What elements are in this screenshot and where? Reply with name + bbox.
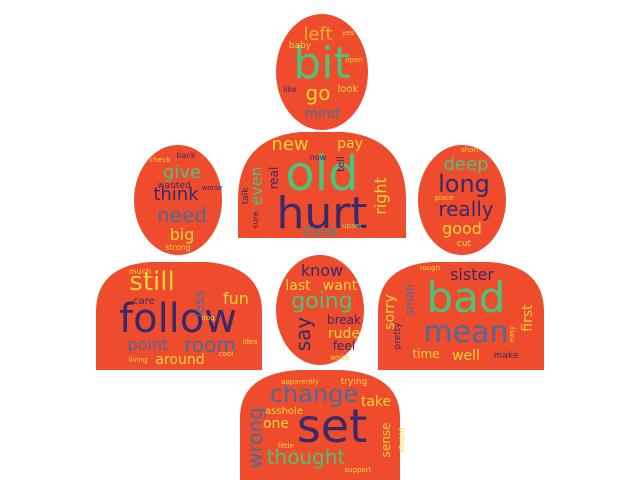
word: baby [289, 41, 312, 51]
word: feel [333, 339, 355, 353]
word: worse [202, 184, 223, 192]
word: break [327, 313, 361, 327]
word: idea [243, 338, 258, 346]
word: pretty [393, 322, 403, 350]
word: now [310, 153, 327, 162]
person-head-left [134, 145, 222, 255]
word: check [150, 156, 171, 164]
word: cut [457, 239, 472, 249]
person-head-center [276, 255, 364, 365]
word: friend [302, 225, 337, 239]
word: old [285, 146, 358, 202]
word: thought [267, 445, 346, 469]
word: small [403, 284, 417, 316]
word: support [345, 466, 372, 474]
word: real [267, 167, 281, 190]
person-head-right [418, 145, 506, 255]
word: asshole [265, 406, 303, 417]
word: new [271, 134, 308, 155]
word: hurt [276, 188, 367, 239]
word: wrong [243, 407, 267, 469]
word: white [330, 354, 349, 362]
person-body-center [240, 370, 400, 480]
word: fun [223, 289, 249, 308]
word: dog [201, 314, 214, 322]
word: really [438, 197, 493, 221]
word: left [303, 24, 332, 45]
word: pay [337, 136, 363, 152]
word: big [170, 225, 195, 244]
word: less [192, 290, 208, 317]
word: change [270, 380, 358, 408]
word: much [129, 267, 151, 276]
word: talk [241, 187, 251, 205]
word: sense [379, 423, 393, 458]
word: going [291, 289, 352, 314]
word: around [155, 352, 204, 368]
word: yes [342, 29, 354, 37]
word: even [247, 166, 266, 205]
word: sorry [382, 294, 398, 329]
word: cool [219, 350, 233, 358]
word: good [442, 219, 482, 238]
word: follow [119, 296, 237, 342]
word: give [163, 162, 201, 183]
word: one [263, 416, 289, 432]
person-body-top [238, 132, 406, 238]
word: time [412, 347, 439, 361]
word: room [184, 333, 236, 357]
people-group-icon [96, 14, 544, 480]
word: place [435, 194, 454, 202]
word: back [176, 151, 195, 160]
word: know [301, 261, 343, 280]
word: say [291, 317, 315, 352]
person-body-right [378, 262, 544, 370]
word: well [452, 348, 480, 364]
word: short [461, 146, 479, 154]
word: first [520, 304, 536, 332]
word: take [361, 394, 391, 410]
word: mean [423, 315, 508, 350]
person-body-left [96, 262, 262, 370]
word: apparently [281, 378, 319, 386]
word: rude [328, 326, 360, 342]
word: last [285, 278, 311, 294]
word: need [157, 203, 207, 227]
word: rough [420, 264, 440, 272]
word: still [129, 267, 174, 297]
word: wanted [157, 181, 190, 191]
word: trying [341, 377, 367, 387]
word: want [323, 278, 358, 294]
word: like [283, 85, 297, 94]
word: set [297, 399, 367, 453]
word: make [494, 351, 519, 361]
word: sister [450, 265, 494, 284]
word: upset [342, 222, 362, 230]
word: open [345, 56, 362, 64]
word: go [306, 81, 331, 105]
word: stupid [397, 428, 406, 453]
person-head-top [276, 14, 368, 130]
word: easy [508, 326, 516, 342]
word: strong [165, 243, 190, 252]
word: tell [336, 156, 347, 172]
word: sure [251, 211, 260, 228]
word: look [338, 84, 359, 95]
word: living [129, 356, 148, 364]
word: right [371, 177, 390, 215]
word: little [278, 442, 294, 450]
word: bit [293, 38, 350, 89]
word: care [133, 296, 155, 307]
word: deep [444, 154, 489, 175]
word: mind [304, 106, 339, 122]
word: think [153, 184, 199, 205]
word: long [438, 170, 490, 198]
word: bad [426, 273, 505, 322]
word: point [128, 335, 169, 354]
